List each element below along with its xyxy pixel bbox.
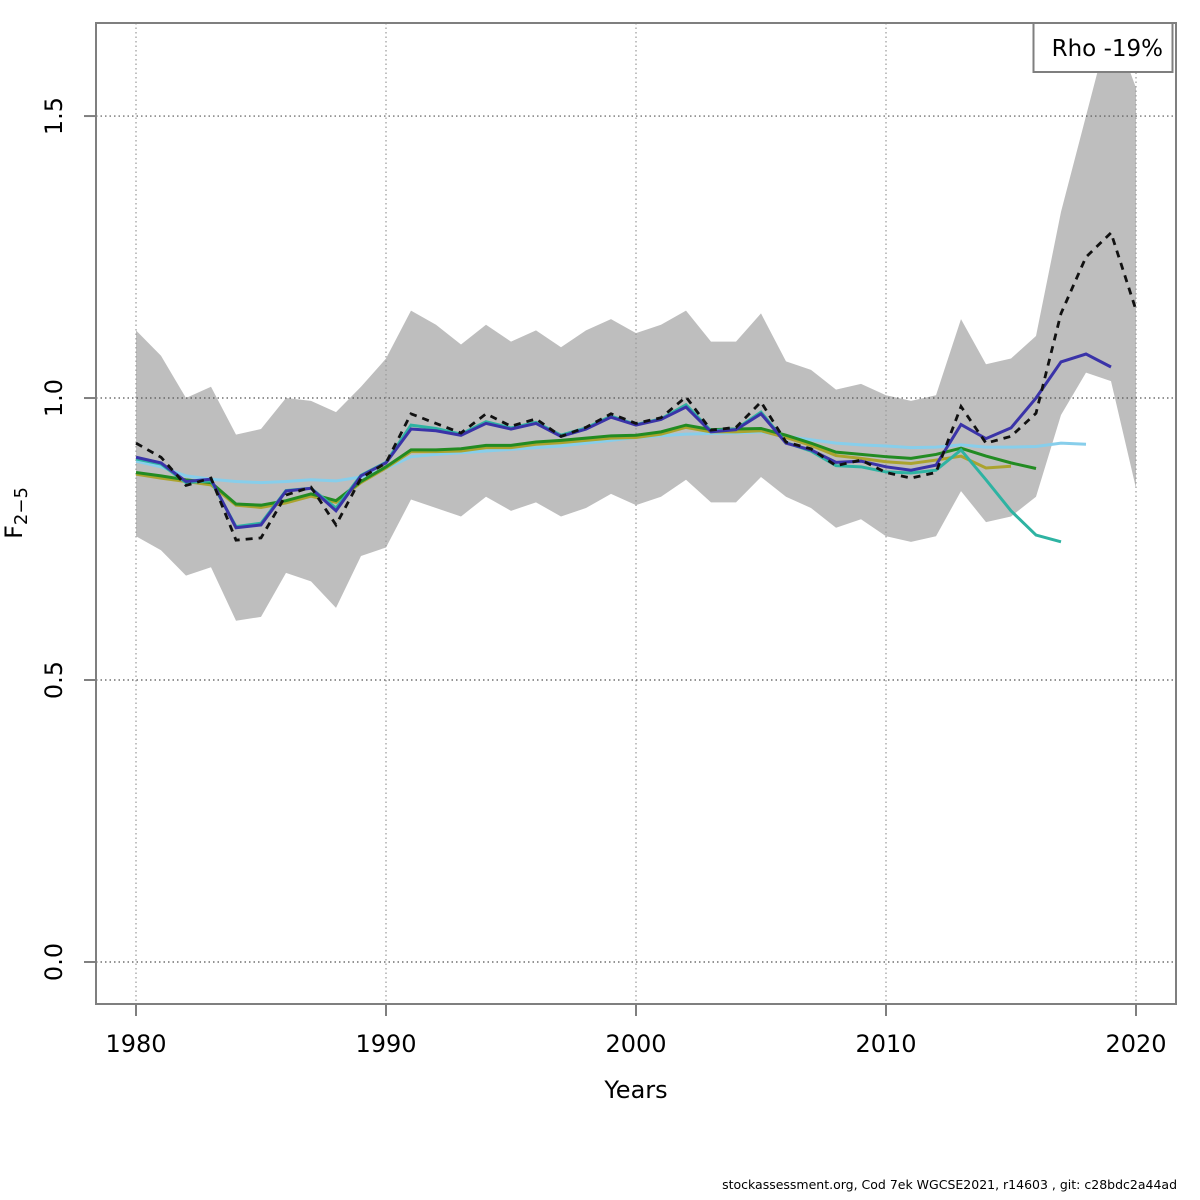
series-base-run-2020 <box>135 230 1138 542</box>
x-tick-label: 1980 <box>105 1030 166 1058</box>
legend-box <box>1032 22 1174 73</box>
axis-ticks <box>84 115 1137 1016</box>
x-tick-label: 2020 <box>1105 1030 1166 1058</box>
series-lines <box>135 230 1138 544</box>
series-retro-peel-2018 <box>135 430 1087 485</box>
y-tick-label: 0.0 <box>40 943 68 981</box>
series-retro-peel-2016 <box>135 423 1037 507</box>
y-axis-title: F2−5 <box>0 487 32 539</box>
legend-rho-label: Rho -19% <box>1052 36 1163 62</box>
y-tick-label: 0.5 <box>40 661 68 699</box>
gridlines <box>96 23 1176 1004</box>
x-tick-label: 2000 <box>605 1030 666 1058</box>
y-tick-label: 1.5 <box>40 97 68 135</box>
footer-caption: stockassessment.org, Cod 7ek WGCSE2021, … <box>722 1177 1177 1192</box>
y-axis-title-main: F <box>0 525 28 539</box>
y-tick-label: 1.0 <box>40 379 68 417</box>
legend: Rho -19% <box>1032 22 1174 73</box>
x-tick-label: 2010 <box>855 1030 916 1058</box>
x-axis-title: Years <box>603 1076 667 1104</box>
axis-tick-labels: 1980 1990 2000 2010 2020 0.0 0.5 1.0 1.5 <box>40 97 1167 1058</box>
y-axis-title-sub: 2−5 <box>11 487 32 525</box>
x-tick-label: 1990 <box>355 1030 416 1058</box>
